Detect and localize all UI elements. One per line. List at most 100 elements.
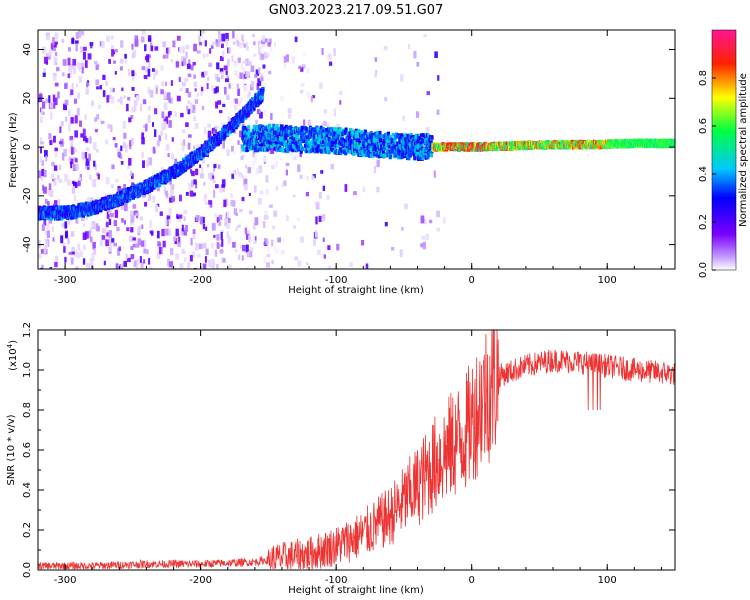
heat-ridge-cell <box>254 135 258 140</box>
heat-ridge-cell <box>391 148 395 153</box>
heat-cell <box>52 178 56 182</box>
heat-cell <box>204 256 207 263</box>
heat-cell <box>221 179 226 187</box>
heat-cell <box>213 234 216 238</box>
heat-cell <box>213 163 217 169</box>
heat-cell <box>321 218 325 222</box>
heat-ridge-cell <box>410 151 414 156</box>
heat-cell <box>152 146 156 154</box>
heat-ridge-cell <box>355 134 359 139</box>
heat-cell <box>86 196 90 201</box>
heat-ridge-cell <box>414 133 418 138</box>
heat-ridge-cell <box>250 99 254 104</box>
heat-ridge-cell <box>266 136 270 141</box>
heat-ridge-cell <box>417 140 421 145</box>
heat-cell <box>285 54 289 62</box>
heat-cell <box>149 220 152 228</box>
heat-ridge-cell <box>349 144 353 149</box>
heat-cell <box>227 236 232 244</box>
heat-cell <box>243 71 247 79</box>
heat-cell <box>228 264 232 269</box>
heat-ridge-cell <box>376 135 380 140</box>
spectrogram-heatmap <box>38 30 675 269</box>
heat-cell <box>323 254 326 259</box>
heat-cell <box>44 150 48 158</box>
heat-cell <box>268 70 272 75</box>
heat-cell <box>123 203 128 212</box>
heat-cell <box>57 199 61 206</box>
heat-cell <box>298 65 302 69</box>
heat-cell <box>192 232 196 239</box>
heat-cell <box>248 91 251 97</box>
heat-ridge-cell <box>323 145 327 150</box>
heat-cell <box>131 43 134 50</box>
heat-cell <box>80 62 85 67</box>
heat-cell <box>73 98 78 104</box>
heat-ridge-cell <box>393 138 397 143</box>
heat-cell <box>104 193 108 198</box>
heat-cell <box>225 70 228 75</box>
heat-cell <box>115 263 119 269</box>
heat-cell <box>191 107 196 114</box>
heat-ridge-cell <box>114 197 118 202</box>
heat-cell <box>169 261 174 268</box>
heat-cell <box>183 209 188 215</box>
heat-cell <box>87 53 92 60</box>
heat-cell <box>147 68 151 77</box>
heat-cell <box>74 249 77 257</box>
heat-cell <box>262 221 266 229</box>
heat-cell <box>384 222 388 227</box>
heat-cell <box>137 238 142 246</box>
heat-ridge-cell <box>252 131 256 136</box>
heat-cell <box>400 227 404 231</box>
heat-cell <box>188 134 192 138</box>
heat-cell <box>176 95 181 102</box>
heat-cell <box>241 196 245 202</box>
heat-cell <box>163 186 167 195</box>
heat-ridge-cell <box>67 204 71 209</box>
heat-cell <box>54 261 58 268</box>
heat-ridge-cell <box>324 149 328 154</box>
heat-cell <box>82 258 86 265</box>
heat-cell <box>293 156 297 161</box>
heat-cell <box>212 165 216 172</box>
heat-ridge-cell <box>369 135 373 140</box>
heat-cell <box>60 121 64 127</box>
heat-cell <box>117 248 120 256</box>
heat-cell <box>294 36 298 43</box>
heat-cell <box>255 119 258 125</box>
heat-cell <box>81 151 85 160</box>
heat-cell <box>261 35 264 41</box>
heat-cell <box>273 246 276 250</box>
heat-ridge-cell <box>351 134 355 139</box>
heat-cell <box>179 87 183 92</box>
heat-ridge-cell <box>118 202 122 207</box>
heat-cell <box>184 78 189 82</box>
heat-cell <box>426 91 431 96</box>
heat-ridge-cell <box>135 194 139 199</box>
heat-cell <box>89 42 94 46</box>
heat-ridge-cell <box>267 143 271 148</box>
heat-ridge-cell <box>413 156 417 161</box>
heat-cell <box>81 30 85 36</box>
heat-cell <box>164 219 168 226</box>
heat-cell <box>79 120 82 127</box>
heat-cell <box>195 168 199 176</box>
heat-cell <box>73 194 77 202</box>
heat-cell <box>315 202 320 210</box>
heat-cell <box>171 153 175 160</box>
heat-cell <box>82 46 87 51</box>
heat-cell <box>216 62 220 70</box>
heat-ridge-cell <box>298 140 302 145</box>
heat-cell <box>80 46 83 53</box>
heat-cell <box>263 109 267 116</box>
heat-ridge-cell <box>272 123 276 128</box>
heat-cell <box>254 74 258 78</box>
heat-cell <box>250 80 255 88</box>
heat-cell <box>156 187 160 192</box>
heat-cell <box>299 152 302 158</box>
heat-cell <box>127 97 131 101</box>
heat-cell <box>245 244 249 253</box>
heat-cell <box>190 237 193 246</box>
